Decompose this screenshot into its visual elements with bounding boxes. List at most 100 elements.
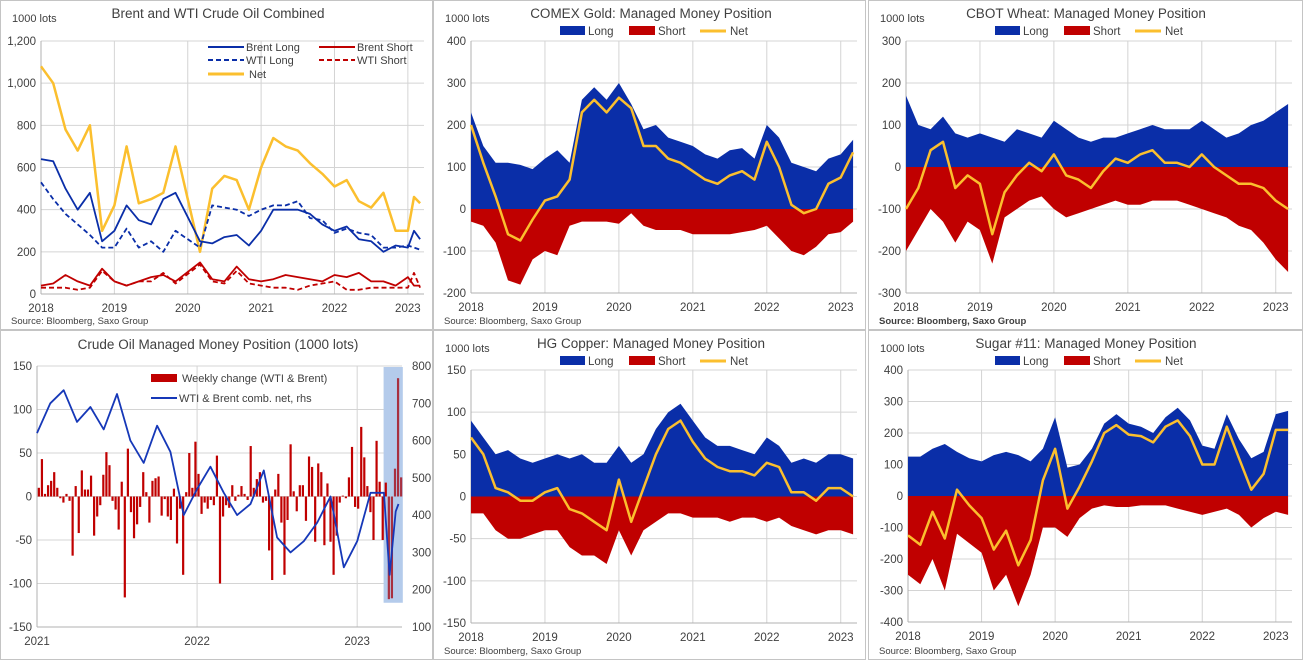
weekly-change-bar xyxy=(40,459,44,497)
weekly-change-bar xyxy=(80,470,83,497)
short-area xyxy=(471,209,854,285)
weekly-change-bar xyxy=(344,496,347,499)
y2-tick-label: 400 xyxy=(412,510,431,522)
x-tick-label: 2018 xyxy=(893,302,919,314)
source-note: Source: Bloomberg, Saxo Group xyxy=(444,316,581,327)
legend-short-swatch xyxy=(629,356,655,365)
weekly-change-bar xyxy=(335,496,338,536)
weekly-change-bar xyxy=(215,455,219,497)
legend-label: Brent Short xyxy=(357,42,413,54)
weekly-change-bar xyxy=(221,496,225,517)
crude-combined-chart: Brent and WTI Crude Oil Combined 1000 lot… xyxy=(0,0,433,330)
y2-tick-label: 800 xyxy=(412,361,431,373)
legend-net-label: Net xyxy=(730,356,749,368)
weekly-change-bar xyxy=(307,456,311,497)
x-tick-label: 2020 xyxy=(606,632,632,644)
wti-short-line xyxy=(41,263,421,291)
weekly-change-bar xyxy=(117,496,120,530)
y-tick-label: 400 xyxy=(17,205,36,217)
x-tick-label: 2021 xyxy=(680,302,706,314)
legend-long-swatch xyxy=(995,356,1020,365)
y-tick-label: 1,000 xyxy=(7,78,36,90)
x-tick-label: 2022 xyxy=(754,632,780,644)
brent-long-line xyxy=(40,158,421,253)
x-tick-label: 2021 xyxy=(248,303,274,315)
weekly-change-bar xyxy=(157,476,160,497)
x-tick-label: 2020 xyxy=(1042,631,1068,643)
weekly-change-bar xyxy=(71,496,74,556)
wheat-chart: CBOT Wheat: Managed Money Position 1000 l… xyxy=(868,0,1303,330)
weekly-change-bar xyxy=(369,496,372,513)
weekly-change-bar xyxy=(381,496,384,540)
weekly-change-bar xyxy=(65,493,68,497)
y-tick-label: 0 xyxy=(897,491,903,503)
y-tick-label: -100 xyxy=(443,576,466,588)
source-note: Source: Bloomberg, Saxo Group xyxy=(879,646,1016,657)
weekly-change-bar xyxy=(203,496,206,503)
weekly-change-bar xyxy=(126,448,129,497)
y-tick-label: 300 xyxy=(884,397,903,409)
y-tick-label: 600 xyxy=(17,163,36,175)
unit-label: 1000 lots xyxy=(880,343,925,355)
chart-title: COMEX Gold: Managed Money Position xyxy=(530,6,772,21)
weekly-change-bar xyxy=(154,478,157,497)
weekly-change-bar xyxy=(393,468,397,497)
weekly-change-bar xyxy=(188,453,191,497)
weekly-change-bar xyxy=(50,480,53,497)
weekly-change-bar xyxy=(74,486,77,497)
weekly-change-bar xyxy=(46,485,50,497)
weekly-change-bar xyxy=(200,496,203,514)
y-tick-label: -200 xyxy=(878,246,901,258)
weekly-change-bar xyxy=(301,485,304,497)
net-line xyxy=(469,96,855,242)
y-tick-label: -50 xyxy=(449,534,466,546)
y-tick-label: 100 xyxy=(13,405,32,417)
y-tick-label: 0 xyxy=(460,204,466,216)
brent-short-line xyxy=(40,261,421,287)
y2-tick-label: 200 xyxy=(412,585,431,597)
y-tick-label: 0 xyxy=(460,492,466,504)
weekly-change-bar xyxy=(311,466,314,497)
weekly-change-bar xyxy=(261,496,265,503)
x-tick-label: 2022 xyxy=(1189,631,1215,643)
copper-chart: HG Copper: Managed Money Position 1000 lo… xyxy=(433,330,866,660)
weekly-change-bar xyxy=(206,496,209,509)
legend-net-label: Net xyxy=(730,26,749,38)
legend-short-swatch xyxy=(1064,356,1090,365)
y-tick-label: 0 xyxy=(895,162,901,174)
weekly-change-bar xyxy=(139,496,142,507)
x-tick-label: 2019 xyxy=(532,632,558,644)
weekly-change-bar xyxy=(295,496,298,512)
legend-short-label: Short xyxy=(1093,356,1121,368)
weekly-change-bar xyxy=(304,496,308,521)
weekly-change-bar xyxy=(264,496,268,501)
y-tick-label: 100 xyxy=(447,162,466,174)
weekly-change-bar xyxy=(163,496,166,500)
weekly-change-bar xyxy=(378,481,381,497)
x-tick-label: 2018 xyxy=(895,631,921,643)
weekly-change-bar xyxy=(83,489,87,497)
weekly-change-bar xyxy=(160,496,163,516)
legend-long-swatch xyxy=(560,356,585,365)
weekly-change-bar xyxy=(77,496,80,534)
weekly-change-bar xyxy=(111,496,114,501)
weekly-change-bar xyxy=(350,446,354,497)
y-tick-label: 50 xyxy=(453,449,466,461)
weekly-change-bar xyxy=(363,457,366,497)
sugar-svg: Sugar #11: Managed Money Position 1000 lo… xyxy=(879,336,1292,657)
weekly-change-bar xyxy=(209,496,212,500)
weekly-change-bar xyxy=(178,496,182,509)
legend-net-label: Net xyxy=(1165,356,1184,368)
weekly-change-bar xyxy=(218,496,222,584)
weekly-change-bar xyxy=(268,496,271,551)
weekly-change-bar xyxy=(384,482,387,497)
net-line xyxy=(39,65,421,254)
legend-label: WTI Short xyxy=(357,55,407,67)
weekly-change-bar xyxy=(129,496,133,513)
y-tick-label: -100 xyxy=(443,246,466,258)
sugar-chart: Sugar #11: Managed Money Position 1000 lo… xyxy=(868,330,1303,660)
combined-net-line xyxy=(36,389,400,576)
x-tick-label: 2021 xyxy=(24,636,50,648)
legend-long-label: Long xyxy=(1023,26,1049,38)
weekly-change-bar xyxy=(151,480,154,497)
